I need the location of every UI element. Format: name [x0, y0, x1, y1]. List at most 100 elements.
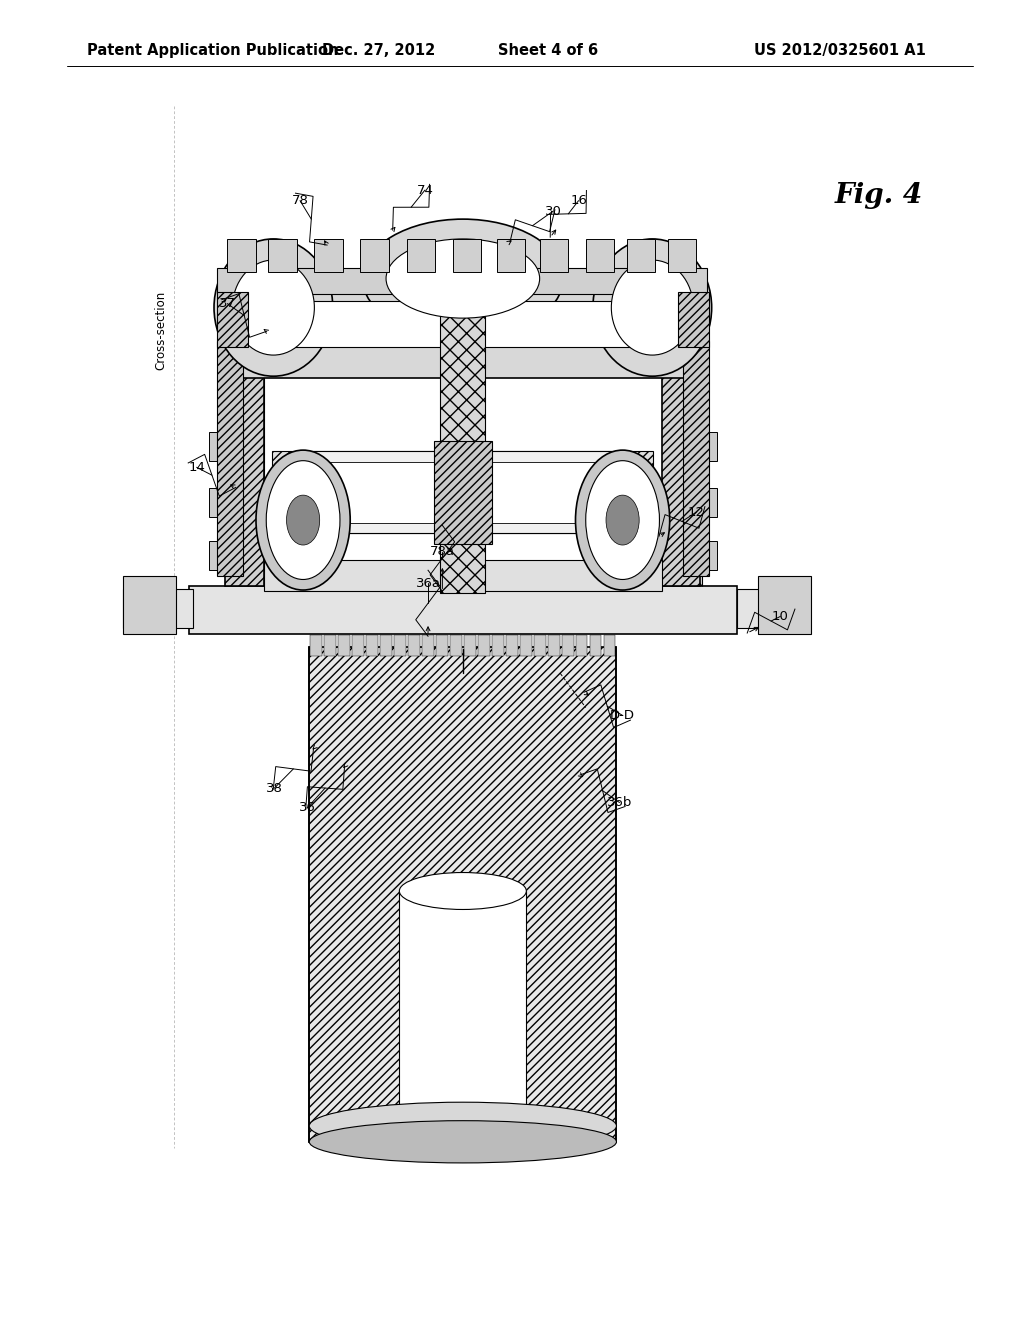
- Ellipse shape: [611, 260, 693, 355]
- Bar: [217, 268, 707, 294]
- Ellipse shape: [362, 219, 563, 338]
- Bar: [352, 635, 365, 656]
- Bar: [698, 541, 717, 570]
- Text: 78: 78: [292, 194, 308, 207]
- Text: D-D: D-D: [610, 709, 635, 722]
- Bar: [338, 635, 350, 656]
- Text: 10: 10: [772, 610, 788, 623]
- Text: Patent Application Publication: Patent Application Publication: [87, 44, 339, 58]
- Text: 78a: 78a: [430, 545, 455, 558]
- Bar: [123, 589, 193, 628]
- Bar: [520, 635, 531, 656]
- Ellipse shape: [232, 260, 314, 355]
- Text: Fig. 4: Fig. 4: [835, 182, 923, 209]
- Bar: [360, 239, 389, 272]
- Bar: [272, 451, 653, 533]
- Bar: [450, 635, 462, 656]
- Bar: [367, 635, 378, 656]
- Text: Cross-section: Cross-section: [155, 290, 167, 370]
- Text: Sheet 4 of 6: Sheet 4 of 6: [498, 44, 598, 58]
- Bar: [497, 239, 525, 272]
- Bar: [264, 370, 662, 581]
- Bar: [662, 325, 700, 586]
- Bar: [683, 341, 709, 576]
- Text: 36: 36: [299, 801, 315, 814]
- Bar: [603, 635, 615, 656]
- Bar: [268, 239, 297, 272]
- Bar: [123, 576, 176, 634]
- Bar: [534, 635, 546, 656]
- Ellipse shape: [575, 450, 670, 590]
- Bar: [399, 891, 526, 1122]
- Bar: [225, 327, 700, 364]
- Bar: [422, 635, 434, 656]
- Ellipse shape: [256, 450, 350, 590]
- Text: US 2012/0325601 A1: US 2012/0325601 A1: [754, 44, 926, 58]
- Bar: [407, 239, 435, 272]
- Text: 12: 12: [688, 506, 705, 519]
- Text: 36b: 36b: [607, 796, 632, 809]
- Bar: [225, 325, 264, 586]
- Ellipse shape: [399, 873, 526, 909]
- Bar: [453, 239, 481, 272]
- Bar: [325, 635, 336, 656]
- Bar: [227, 239, 256, 272]
- Bar: [189, 586, 737, 634]
- Bar: [408, 635, 420, 656]
- Text: 38: 38: [266, 781, 283, 795]
- Text: 14: 14: [188, 461, 205, 474]
- Bar: [575, 635, 588, 656]
- Ellipse shape: [586, 461, 659, 579]
- Text: 16: 16: [570, 194, 587, 207]
- Ellipse shape: [606, 495, 639, 545]
- Bar: [209, 432, 227, 461]
- Bar: [506, 635, 518, 656]
- Text: Dec. 27, 2012: Dec. 27, 2012: [323, 44, 435, 58]
- Bar: [492, 635, 504, 656]
- Bar: [737, 589, 807, 628]
- Bar: [586, 239, 614, 272]
- Bar: [698, 488, 717, 517]
- Polygon shape: [225, 500, 302, 586]
- Bar: [222, 343, 703, 378]
- Bar: [310, 635, 323, 656]
- Text: 30: 30: [545, 205, 561, 218]
- Bar: [217, 341, 243, 576]
- Bar: [219, 289, 707, 358]
- Ellipse shape: [309, 1121, 616, 1163]
- Bar: [309, 647, 616, 1142]
- Bar: [440, 312, 485, 593]
- Text: 74: 74: [417, 183, 433, 197]
- Ellipse shape: [214, 239, 333, 376]
- Bar: [698, 432, 717, 461]
- Ellipse shape: [309, 1102, 616, 1150]
- Bar: [434, 441, 492, 544]
- Bar: [627, 239, 655, 272]
- Bar: [540, 239, 568, 272]
- Text: 37: 37: [219, 297, 236, 310]
- Bar: [209, 541, 227, 570]
- Polygon shape: [625, 500, 702, 586]
- Bar: [380, 635, 392, 656]
- Bar: [313, 462, 612, 523]
- Bar: [264, 560, 662, 591]
- Bar: [464, 635, 476, 656]
- Bar: [314, 239, 343, 272]
- Bar: [217, 292, 248, 347]
- Bar: [548, 635, 559, 656]
- Bar: [561, 635, 573, 656]
- Bar: [394, 635, 406, 656]
- Bar: [478, 635, 489, 656]
- Bar: [436, 635, 447, 656]
- Bar: [295, 451, 631, 533]
- Ellipse shape: [266, 461, 340, 579]
- Ellipse shape: [287, 495, 319, 545]
- Bar: [758, 576, 811, 634]
- Ellipse shape: [386, 239, 540, 318]
- Bar: [209, 488, 227, 517]
- Text: 36a: 36a: [416, 577, 440, 590]
- Bar: [258, 301, 668, 347]
- Bar: [668, 239, 696, 272]
- Bar: [590, 635, 601, 656]
- Bar: [678, 292, 709, 347]
